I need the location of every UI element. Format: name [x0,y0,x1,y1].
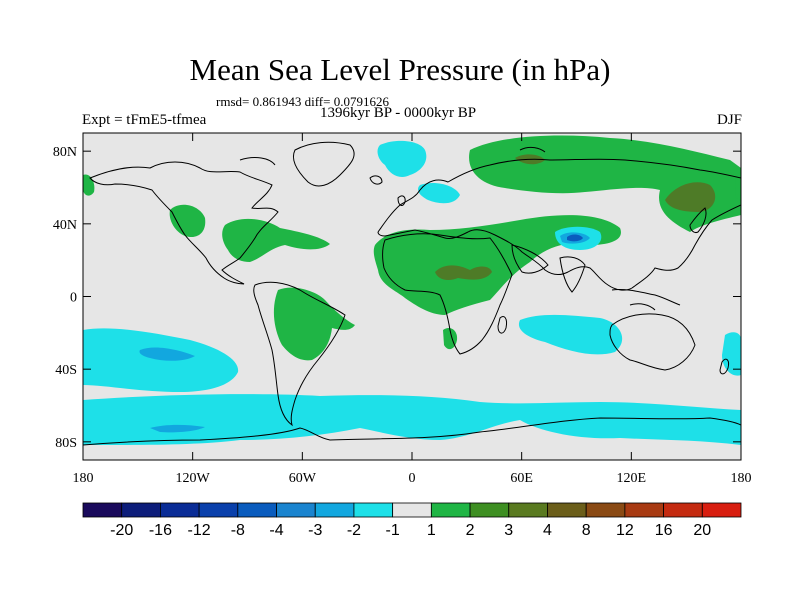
y-tick-label: 80S [55,436,77,451]
colorbar-swatch [353,502,394,518]
colorbar-swatch [547,502,587,518]
colorbar-label: 16 [655,522,673,539]
anomaly-region [377,140,427,177]
x-tick-label: 180 [731,471,752,486]
colorbar-label: 8 [582,522,591,539]
colorbar-swatch [276,502,316,518]
x-tick-label: 120W [176,471,211,486]
coastline [89,161,279,285]
coastline [239,146,546,166]
coastline [83,417,741,446]
colorbar-label: 1 [427,522,436,539]
anomaly-region [260,395,318,404]
colorbar-swatch [198,502,239,518]
anomaly-region [169,204,206,238]
anomaly-core [139,347,195,361]
anomaly-strong [567,234,583,242]
negative-anomaly-regions [83,140,741,445]
colorbar-swatch [121,502,161,518]
colorbar-label: -3 [308,522,322,539]
anomaly-region [417,183,460,204]
colorbar-swatch [701,502,742,518]
x-tick-label: 60W [289,471,317,486]
colorbar-swatch [469,502,510,518]
y-tick-label: 40S [55,363,77,378]
colorbar-label: -2 [347,522,361,539]
anomaly-region [735,172,741,200]
x-tick-label: 0 [409,471,416,486]
coastline [397,195,406,206]
coastline [369,175,383,185]
coastlines [83,141,741,446]
coastline [511,244,549,274]
colorbar-label: 3 [504,522,513,539]
x-tick-label: 60E [510,471,533,486]
colorbar-label: 2 [466,522,475,539]
colorbar-swatch [314,502,355,518]
coastline [559,256,586,293]
coastline [497,315,507,334]
colorbar-swatch [430,502,471,518]
anomaly-region [222,218,330,262]
colorbar-label: -12 [188,522,211,539]
coastline [377,158,741,291]
colorbar-label: -16 [149,522,172,539]
x-tick-label: 120E [617,471,647,486]
coastline [382,233,513,355]
colorbar-swatch [624,502,664,518]
coastline [611,289,681,311]
coastline [293,141,355,187]
anomaly-core [435,265,492,280]
colorbar-swatch [663,502,703,518]
anomaly-core [665,182,716,212]
colorbar-label: -20 [110,522,133,539]
experiment-label: Expt = tFmE5-tfmea [82,112,207,128]
period-text: 1396kyr BP - 0000kyr BP [320,105,477,121]
colorbar-label: -1 [386,522,400,539]
negative-anomaly-strong [567,234,583,242]
axis-ticks: 180 120W 60W 0 60E 120E 180 80N 40N 0 40S 80S [53,133,752,486]
anomaly-region [83,394,741,445]
y-tick-label: 80N [53,145,77,160]
coastline [719,358,729,375]
positive-anomaly-cores [435,154,716,280]
map-title: Mean Sea Level Pressure (in hPa) [189,52,611,87]
y-tick-label: 40N [53,218,77,233]
colorbar-label: -4 [269,522,283,539]
colorbar-swatch [160,502,200,518]
colorbar-label: 20 [693,522,711,539]
coastline [689,207,707,233]
anomaly-region [273,287,355,361]
coastline [253,281,346,427]
colorbar-swatch [508,502,548,518]
colorbar-label: 12 [616,522,634,539]
colorbar-swatch [392,502,432,518]
stats-text: rmsd= 0.861943 diff= 0.0791626 [216,94,389,109]
colorbar-label: -8 [231,522,245,539]
x-tick-label: 180 [73,471,94,486]
colorbar-swatch [82,502,123,518]
anomaly-region [722,332,741,376]
coastline [609,313,696,371]
anomaly-region [83,328,239,392]
y-tick-label: 0 [70,291,77,306]
colorbar: -20 -16 -12 -8 -4 -3 -2 -1 1 2 3 4 8 12 16 20 [82,502,742,539]
colorbar-label: 4 [543,522,552,539]
colorbar-swatch [585,502,626,518]
anomaly-fields [83,135,741,446]
season-label: DJF [716,112,742,128]
anomaly-core [150,424,205,433]
colorbar-swatch [237,502,277,518]
anomaly-region [518,314,623,355]
